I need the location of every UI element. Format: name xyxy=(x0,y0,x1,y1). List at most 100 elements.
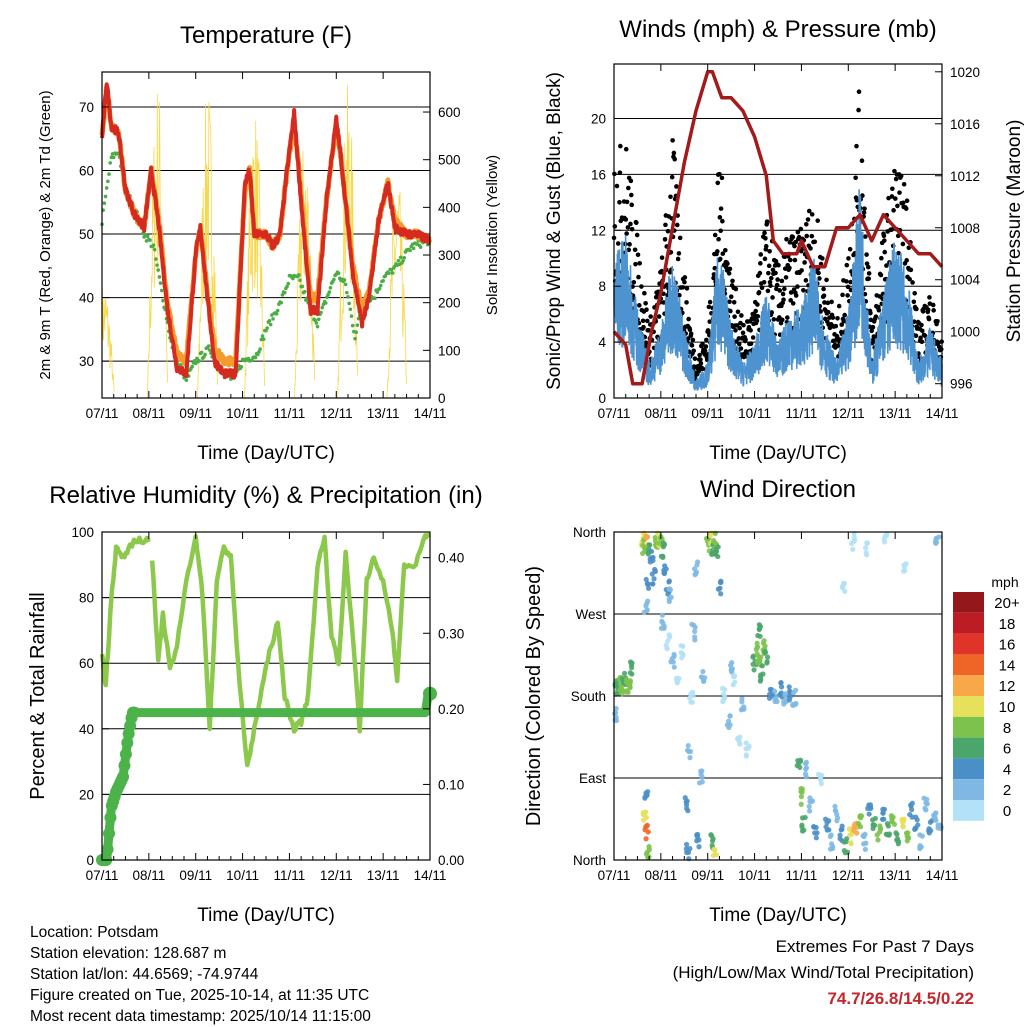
direction-point xyxy=(678,650,684,656)
y-tick-label: 70 xyxy=(79,100,94,115)
dewpoint-point xyxy=(148,238,152,242)
legend-label: 16 xyxy=(999,637,1016,654)
dewpoint-point xyxy=(297,273,301,277)
legend-title: mph xyxy=(991,574,1018,590)
direction-point xyxy=(793,687,799,693)
legend-swatch xyxy=(953,779,984,800)
gust-point xyxy=(771,317,777,322)
direction-point xyxy=(691,566,698,572)
gust-point xyxy=(892,196,898,201)
dewpoint-point xyxy=(291,276,295,281)
dewpoint-point xyxy=(345,290,349,295)
dewpoint-point xyxy=(353,336,357,341)
gust-point xyxy=(762,256,768,262)
gust-point xyxy=(643,340,649,345)
gust-point xyxy=(919,322,924,328)
dewpoint-point xyxy=(156,268,161,272)
gust-point xyxy=(795,229,801,235)
gust-point xyxy=(767,248,772,254)
gust-point xyxy=(668,194,673,200)
dewpoint-point xyxy=(332,277,336,282)
dewpoint-point xyxy=(285,284,289,289)
gust-point xyxy=(863,234,868,239)
gust-point xyxy=(808,246,813,251)
pressure-line xyxy=(612,70,944,386)
gust-point xyxy=(833,323,839,329)
direction-point xyxy=(692,637,698,643)
dewpoint-point xyxy=(343,282,348,287)
gust-point xyxy=(624,231,629,236)
direction-point xyxy=(913,825,919,831)
gust-point xyxy=(896,250,901,256)
x-tick-label: 13/11 xyxy=(367,868,400,883)
gust-point xyxy=(707,319,713,324)
x-tick-label: 14/11 xyxy=(414,868,447,883)
legend-label: 0 xyxy=(1003,803,1011,820)
direction-point xyxy=(718,579,724,585)
direction-point xyxy=(762,649,768,655)
direction-point xyxy=(884,531,890,537)
direction-point xyxy=(692,572,698,578)
gust-point xyxy=(926,316,932,322)
x-tick-label: 07/11 xyxy=(598,406,631,421)
direction-point xyxy=(652,535,658,541)
direction-point xyxy=(739,696,745,702)
dewpoint-point xyxy=(320,305,325,310)
direction-point xyxy=(692,628,698,635)
gust-point xyxy=(682,275,688,280)
gust-point xyxy=(712,232,718,238)
direction-point xyxy=(860,833,866,839)
gust-point xyxy=(716,236,721,242)
gust-point xyxy=(910,280,915,285)
direction-point xyxy=(687,755,693,761)
gust-point xyxy=(735,309,741,315)
gust-point xyxy=(835,315,840,321)
x-tick-label: 13/11 xyxy=(879,868,912,883)
gust-point xyxy=(719,175,725,181)
gust-point xyxy=(930,302,936,308)
direction-point xyxy=(899,816,905,823)
dewpoint-point xyxy=(275,308,280,313)
gust-point xyxy=(777,288,783,293)
gust-point xyxy=(697,352,702,358)
direction-point xyxy=(874,832,880,838)
gust-point xyxy=(665,228,671,234)
gust-point xyxy=(634,232,640,238)
extremes-box: Extremes For Past 7 Days (High/Low/Max W… xyxy=(673,934,974,1012)
legend-label: 12 xyxy=(999,678,1016,695)
x-tick-label: 12/11 xyxy=(832,406,865,421)
gust-point xyxy=(699,366,705,372)
direction-point xyxy=(917,832,923,838)
gust-point xyxy=(671,150,677,156)
dewpoint-point xyxy=(104,186,109,190)
gust-point xyxy=(788,298,793,303)
gust-point xyxy=(935,318,940,324)
dewpoint-point xyxy=(206,344,211,348)
direction-point xyxy=(666,632,672,638)
direction-point xyxy=(699,779,705,785)
gust-point xyxy=(891,208,896,213)
direction-point xyxy=(649,581,655,587)
direction-point xyxy=(928,828,934,834)
gust-point xyxy=(825,300,831,306)
gust-point xyxy=(845,284,851,290)
gust-point xyxy=(612,224,618,229)
direction-point xyxy=(901,563,908,569)
direction-point xyxy=(760,671,766,677)
direction-point xyxy=(924,796,930,803)
gust-point xyxy=(739,313,744,318)
gust-point xyxy=(784,236,789,242)
dewpoint-point xyxy=(342,278,347,282)
gust-point xyxy=(770,267,776,273)
gust-point xyxy=(717,215,723,220)
y-right-tick-label: 200 xyxy=(438,296,461,311)
dewpoint-point xyxy=(354,330,359,335)
gust-point xyxy=(728,294,734,300)
gust-point xyxy=(861,210,867,215)
gust-point xyxy=(691,348,697,354)
direction-point xyxy=(721,691,727,697)
y-right-tick-label: 300 xyxy=(438,248,461,263)
y-tick-label: North xyxy=(573,853,606,868)
y-tick-label: North xyxy=(573,525,606,540)
gust-point xyxy=(895,203,900,209)
